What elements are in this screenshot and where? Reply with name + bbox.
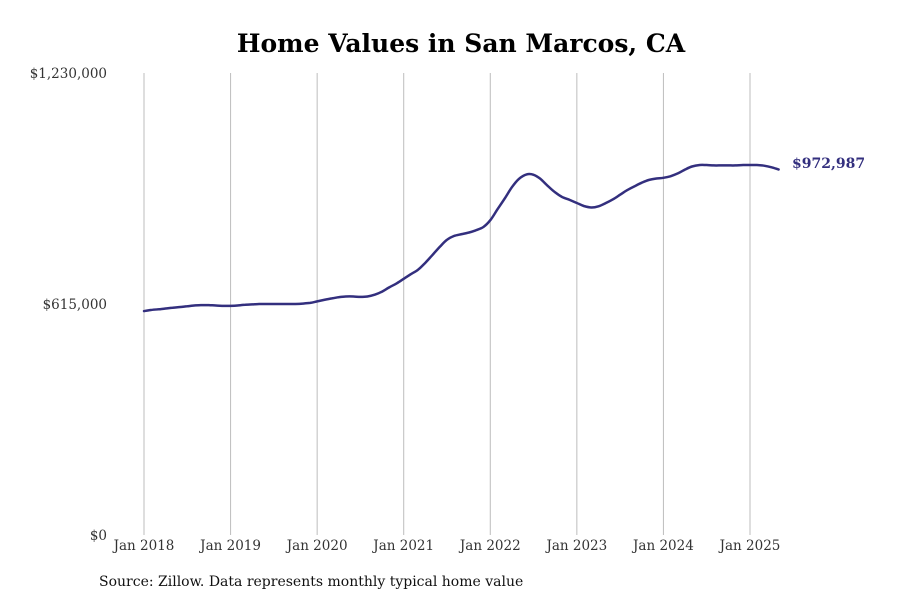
x-axis-ticks: Jan 2018 Jan 2019 Jan 2020 Jan 2021 Jan 2022… [112,538,781,554]
x-tick-label: Jan 2021 [371,538,434,554]
end-value-label: $972,987 [792,156,865,172]
y-tick-label: $1,230,000 [30,66,107,82]
x-tick-label: Jan 2020 [285,538,348,554]
x-tick-label: Jan 2024 [631,538,694,554]
series-line [142,163,780,313]
series-layer [142,163,780,313]
x-tick-label: Jan 2025 [718,538,781,554]
x-tick-label: Jan 2018 [112,538,175,554]
x-tick-label: Jan 2019 [198,538,261,554]
y-axis-ticks: $0 $615,000 $1,230,000 [30,66,107,544]
chart-title: Home Values in San Marcos, CA [237,29,686,58]
x-tick-label: Jan 2023 [544,538,607,554]
y-tick-label: $0 [90,528,107,544]
x-tick-label: Jan 2022 [458,538,521,554]
y-tick-label: $615,000 [43,297,107,313]
source-note: Source: Zillow. Data represents monthly … [99,574,524,590]
grid-lines [143,73,751,535]
